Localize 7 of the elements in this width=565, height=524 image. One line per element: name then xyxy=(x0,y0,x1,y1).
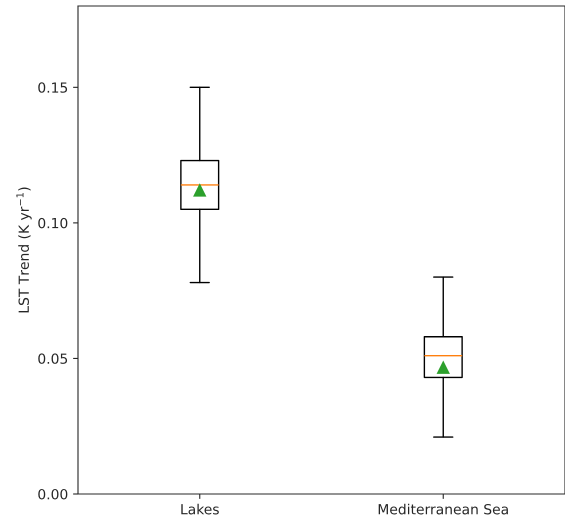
y-axis-title: LST Trend (K yr$^{−1}$) xyxy=(16,188,32,312)
y-tick-label: 0.15 xyxy=(38,82,68,93)
y-tick-label: 0.05 xyxy=(38,353,68,364)
y-tick-label: 0.00 xyxy=(38,488,68,500)
x-tick-label: Mediterranean Sea xyxy=(378,504,508,514)
y-tick-label: 0.10 xyxy=(38,218,68,228)
x-tick-label: Lakes xyxy=(181,504,219,514)
